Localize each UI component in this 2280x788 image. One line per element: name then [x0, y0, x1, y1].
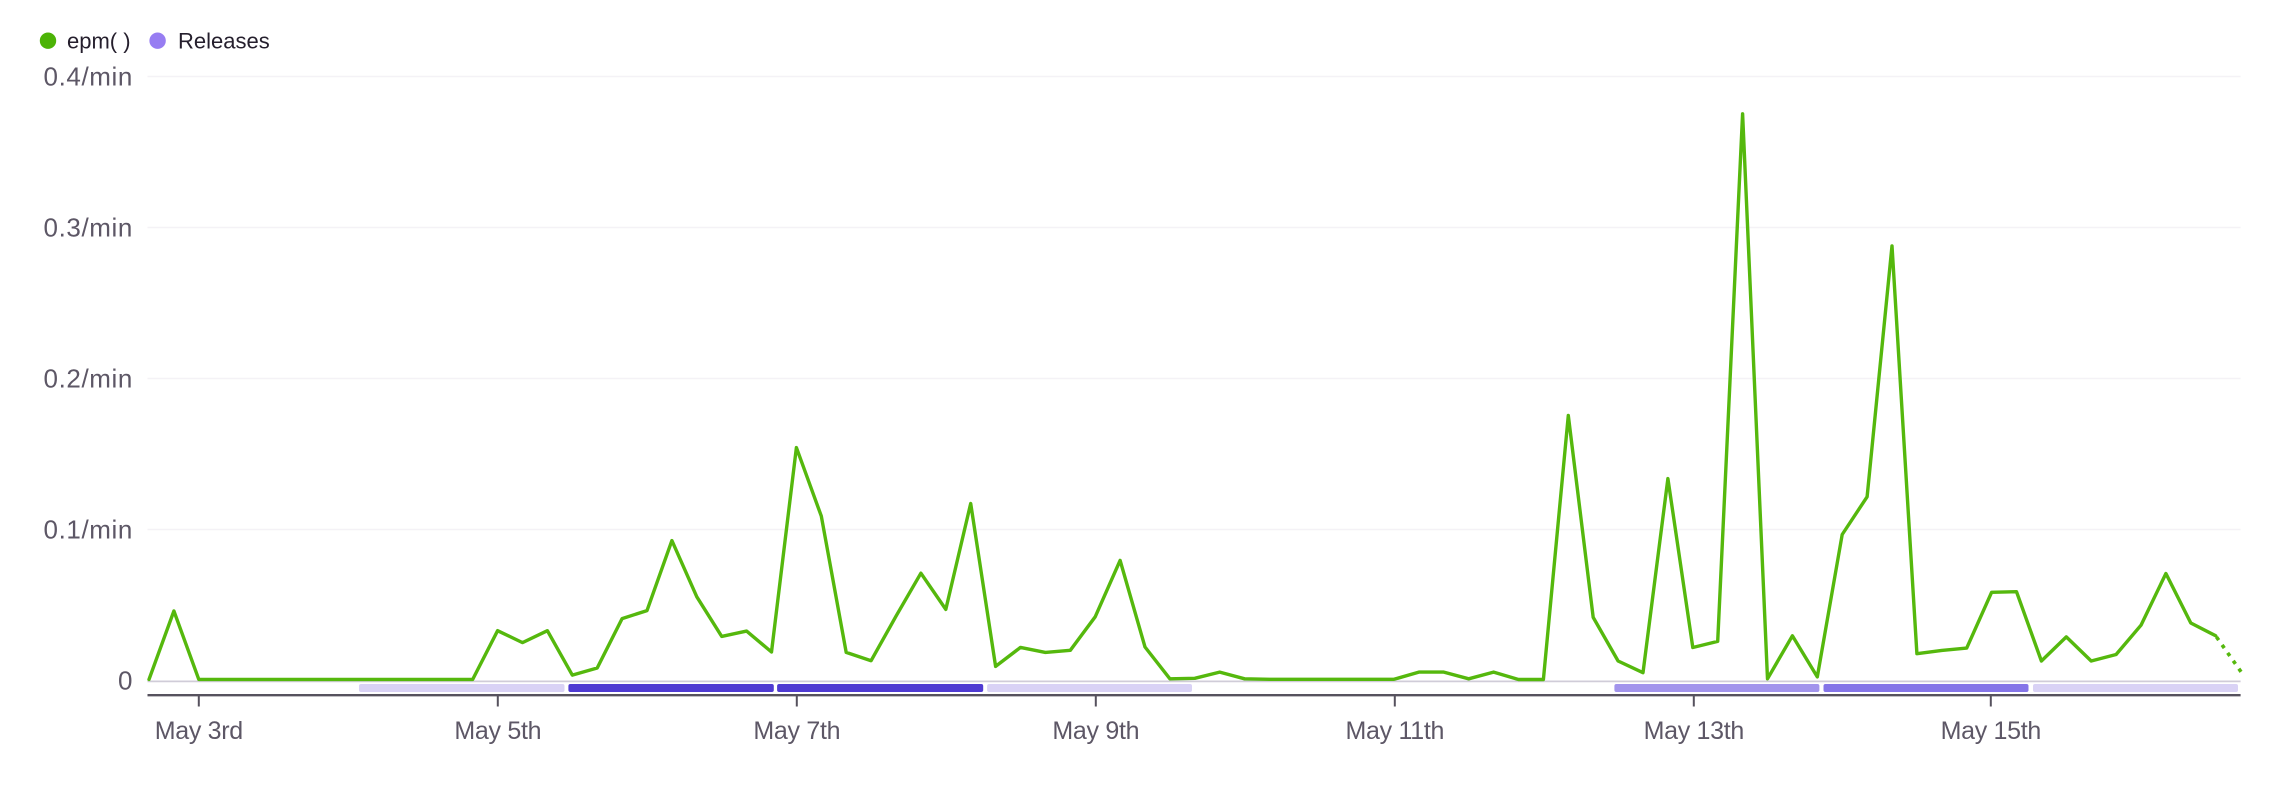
- svg-text:0.4/min: 0.4/min: [44, 62, 133, 92]
- svg-text:0.2/min: 0.2/min: [44, 364, 133, 394]
- svg-text:May 11th: May 11th: [1346, 717, 1445, 745]
- svg-text:0.1/min: 0.1/min: [44, 515, 133, 545]
- svg-text:0: 0: [118, 666, 133, 696]
- svg-text:May 7th: May 7th: [753, 717, 840, 745]
- svg-text:Releases: Releases: [178, 29, 270, 54]
- svg-text:May 13th: May 13th: [1644, 717, 1744, 745]
- svg-text:epm( ): epm( ): [67, 29, 131, 54]
- svg-text:May 15th: May 15th: [1941, 717, 2041, 745]
- svg-text:May 9th: May 9th: [1052, 717, 1139, 745]
- svg-text:May 3rd: May 3rd: [155, 717, 243, 745]
- svg-text:May 5th: May 5th: [454, 717, 541, 745]
- svg-text:0.3/min: 0.3/min: [44, 213, 133, 243]
